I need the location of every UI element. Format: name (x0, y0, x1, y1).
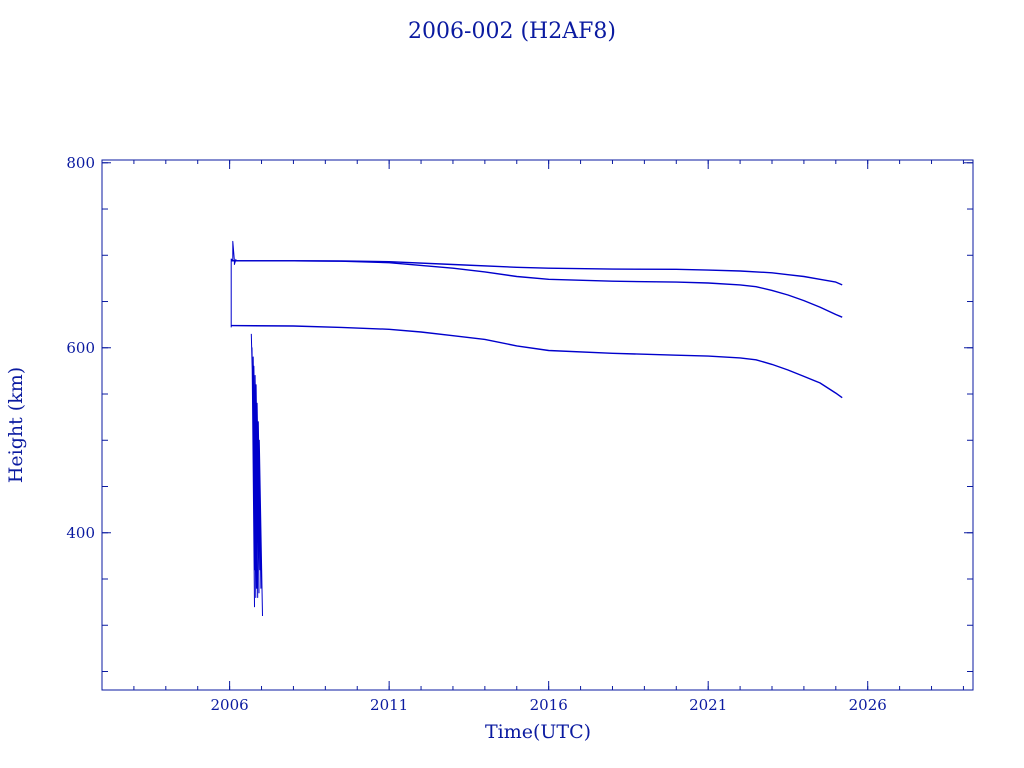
series-line-1 (231, 260, 843, 286)
x-tick-label: 2021 (689, 696, 727, 714)
y-axis-title: Height (km) (5, 367, 27, 483)
y-tick-label: 800 (66, 154, 95, 172)
axis-ticks: 2006 2011 2016 2021 2026 400 600 800 (66, 154, 973, 714)
x-tick-label: 2006 (211, 696, 249, 714)
x-tick-label: 2026 (849, 696, 887, 714)
x-axis-title: Time(UTC) (485, 721, 591, 743)
y-tick-label: 600 (66, 339, 95, 357)
x-tick-label: 2011 (370, 696, 408, 714)
series-line-2 (231, 260, 843, 318)
chart-title: 2006-002 (H2AF8) (408, 19, 616, 44)
x-tick-label: 2016 (530, 696, 568, 714)
series-line-3 (231, 324, 843, 399)
series-line-5 (250, 333, 263, 617)
data-series (230, 240, 843, 617)
series-line-4 (230, 240, 237, 328)
y-tick-label: 400 (66, 524, 95, 542)
plot-frame (101, 159, 974, 691)
